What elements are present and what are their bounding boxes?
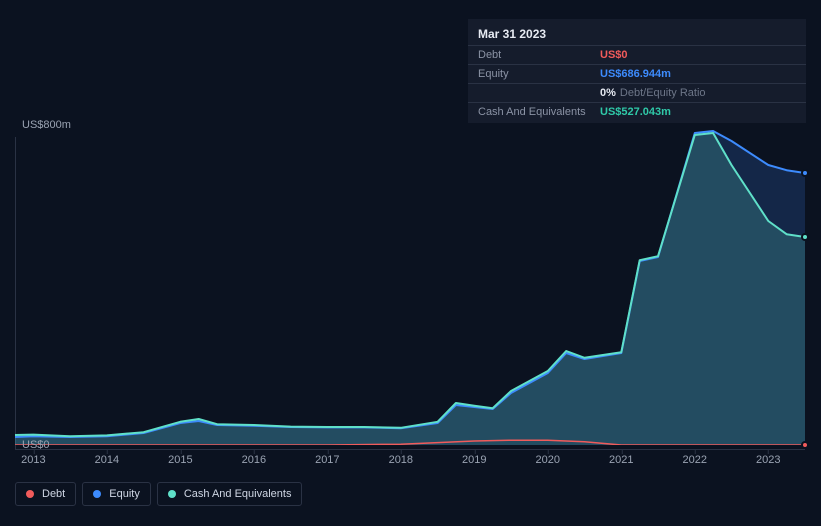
tooltip-row: 0%Debt/Equity Ratio bbox=[468, 83, 806, 102]
tooltip-date: Mar 31 2023 bbox=[468, 25, 806, 45]
tooltip-row: Cash And EquivalentsUS$527.043m bbox=[468, 102, 806, 121]
chart-svg bbox=[15, 125, 805, 445]
x-tick-label: 2017 bbox=[315, 454, 339, 466]
cash-area bbox=[15, 133, 805, 445]
x-tick-label: 2018 bbox=[389, 454, 413, 466]
x-tick-label: 2023 bbox=[756, 454, 780, 466]
x-tick-label: 2019 bbox=[462, 454, 486, 466]
tooltip-row: DebtUS$0 bbox=[468, 45, 806, 64]
legend-dot-icon bbox=[168, 490, 176, 498]
tooltip-label bbox=[478, 87, 600, 99]
tooltip-row: EquityUS$686.944m bbox=[468, 64, 806, 83]
legend-label: Debt bbox=[42, 488, 65, 500]
x-tick-label: 2016 bbox=[242, 454, 266, 466]
tooltip-value: US$527.043m bbox=[600, 106, 796, 118]
tooltip-label: Equity bbox=[478, 68, 600, 80]
x-tick-label: 2014 bbox=[95, 454, 119, 466]
x-tick-label: 2015 bbox=[168, 454, 192, 466]
legend-item-debt[interactable]: Debt bbox=[15, 482, 76, 506]
end-marker-equity bbox=[801, 169, 809, 177]
legend-label: Cash And Equivalents bbox=[184, 488, 292, 500]
legend-item-equity[interactable]: Equity bbox=[82, 482, 151, 506]
legend-item-cash-and-equivalents[interactable]: Cash And Equivalents bbox=[157, 482, 303, 506]
tooltip-value: 0%Debt/Equity Ratio bbox=[600, 87, 796, 99]
legend: Debt Equity Cash And Equivalents bbox=[15, 482, 302, 506]
x-tick-label: 2020 bbox=[536, 454, 560, 466]
legend-label: Equity bbox=[109, 488, 140, 500]
end-marker-cash bbox=[801, 233, 809, 241]
y-tick-label: US$800m bbox=[22, 119, 82, 131]
hover-tooltip: Mar 31 2023 DebtUS$0EquityUS$686.944m0%D… bbox=[468, 19, 806, 123]
x-tick-label: 2021 bbox=[609, 454, 633, 466]
tooltip-label: Debt bbox=[478, 49, 600, 61]
x-axis: 2013 2014 2015 2016 2017 2018 2019 2020 2021 2022… bbox=[15, 449, 805, 469]
tooltip-label: Cash And Equivalents bbox=[478, 106, 600, 118]
end-marker-debt bbox=[801, 441, 809, 449]
legend-dot-icon bbox=[26, 490, 34, 498]
legend-dot-icon bbox=[93, 490, 101, 498]
tooltip-value: US$686.944m bbox=[600, 68, 796, 80]
tooltip-value: US$0 bbox=[600, 49, 796, 61]
chart-area bbox=[15, 125, 805, 445]
x-tick-label: 2022 bbox=[683, 454, 707, 466]
x-tick-label: 2013 bbox=[21, 454, 45, 466]
